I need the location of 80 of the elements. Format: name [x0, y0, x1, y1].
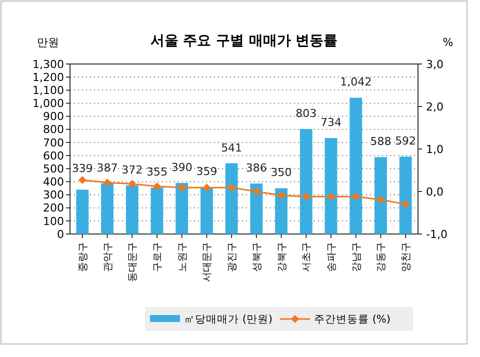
- data-label: 1,042: [340, 76, 372, 89]
- chart-title: 서울 주요 구별 매매가 변동률: [150, 33, 338, 49]
- point: [153, 182, 161, 190]
- point: [252, 188, 260, 196]
- y2-tick-label: -1,0: [426, 228, 448, 241]
- data-label: 734: [320, 116, 342, 130]
- y-tick-label: 1,100: [32, 84, 64, 98]
- x-tick-label: 강동구: [376, 242, 388, 272]
- bar: [250, 184, 263, 234]
- bar: [176, 183, 188, 234]
- y-tick-label: 700: [43, 136, 64, 150]
- legend-label: 주간변동률 (%): [314, 314, 391, 326]
- y-tick-label: 500: [43, 162, 64, 176]
- bar: [324, 138, 338, 234]
- y-tick-label: 200: [43, 202, 64, 215]
- y-tick-label: 800: [43, 123, 64, 136]
- y2-tick-label: 2,0: [426, 100, 444, 114]
- bar: [150, 188, 164, 234]
- data-label: 386: [246, 162, 267, 175]
- data-label: 390: [171, 161, 192, 174]
- y-axis-title: 만원: [37, 36, 59, 49]
- data-label: 339: [72, 162, 93, 176]
- point: [78, 176, 86, 184]
- x-tick-label: 노원구: [177, 242, 188, 272]
- point: [202, 184, 211, 192]
- point: [376, 196, 385, 204]
- bar: [76, 190, 89, 234]
- data-label: 588: [370, 135, 392, 148]
- bar: [300, 128, 312, 234]
- point: [302, 192, 310, 201]
- x-tick-label: 양천구: [401, 242, 412, 272]
- point: [277, 191, 286, 200]
- point: [103, 178, 112, 187]
- bar: [275, 188, 288, 234]
- y-tick-label: 300: [43, 188, 64, 202]
- point: [352, 192, 360, 201]
- y-tick-label: 1,000: [32, 97, 64, 110]
- x-tick-label: 관악구: [102, 242, 114, 272]
- y-tick-label: 400: [43, 176, 64, 189]
- data-label: 359: [196, 165, 218, 178]
- bar: [101, 183, 114, 234]
- y2-axis-title: %: [442, 36, 454, 49]
- bar: [200, 187, 213, 234]
- x-tick-label: 동대문구: [128, 242, 139, 282]
- point: [327, 192, 335, 201]
- x-tick-label: 서초구: [302, 242, 313, 272]
- bar: [225, 163, 238, 234]
- y-tick-label: 600: [43, 149, 64, 162]
- y-tick-label: 0: [57, 228, 64, 241]
- y-tick-label: 1,300: [32, 58, 64, 71]
- y-tick-label: 1,200: [32, 70, 64, 84]
- data-label: 592: [395, 134, 416, 148]
- x-tick-label: 광진구: [227, 242, 238, 272]
- point: [178, 184, 186, 192]
- bar: [126, 185, 138, 234]
- y2-tick-label: 0,0: [426, 185, 444, 198]
- x-tick-label: 서대문구: [202, 242, 214, 282]
- data-label: 387: [96, 161, 118, 174]
- y-tick-label: 900: [43, 110, 64, 124]
- x-tick-label: 강남구: [351, 242, 362, 272]
- bar: [374, 157, 387, 234]
- x-tick-label: 송파구: [326, 242, 338, 272]
- data-label: 350: [270, 166, 292, 180]
- bar: [399, 156, 412, 234]
- point: [228, 184, 236, 192]
- y-tick-label: 100: [43, 214, 64, 228]
- point: [402, 200, 410, 208]
- data-label: 372: [122, 163, 143, 176]
- legend-label: ㎡당매매가 (만원): [184, 314, 273, 326]
- x-tick-label: 성북구: [252, 242, 263, 272]
- y2-tick-label: 1,0: [426, 142, 444, 156]
- data-label: 541: [221, 141, 242, 154]
- data-label: 803: [296, 106, 317, 120]
- bar: [350, 98, 362, 234]
- point: [128, 180, 136, 188]
- x-tick-label: 중랑구: [78, 242, 89, 272]
- x-tick-label: 구로구: [152, 242, 164, 272]
- data-label: 355: [146, 166, 168, 179]
- y2-tick-label: 3,0: [426, 58, 444, 71]
- x-tick-label: 강북구: [276, 242, 288, 272]
